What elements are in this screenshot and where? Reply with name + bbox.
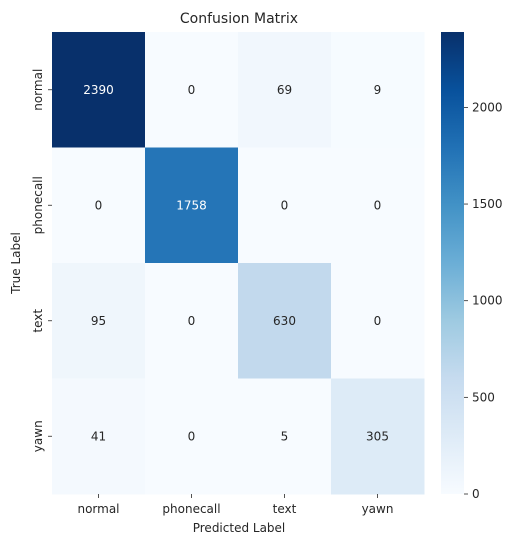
colorbar-ticks: 0 500 1000 1500 2000 <box>464 100 503 501</box>
cell-value-label: 305 <box>366 429 389 443</box>
heatmap-cell <box>331 147 425 264</box>
colorbar-tick-label: 1000 <box>472 294 503 308</box>
heatmap-cell <box>52 263 146 379</box>
cell-value-label: 2390 <box>83 83 114 97</box>
heatmap-cell <box>331 378 425 495</box>
colorbar-tick-label: 2000 <box>472 100 503 114</box>
heatmap-cells <box>52 32 425 495</box>
heatmap-cell <box>238 263 332 379</box>
x-axis-label: Predicted Label <box>193 521 286 535</box>
colorbar-tick-label: 0 <box>472 487 480 501</box>
heatmap-cell <box>238 32 332 148</box>
heatmap-cell-labels: 2390 0 69 9 0 1758 0 0 95 0 630 0 41 0 5 305 <box>83 83 389 444</box>
cell-value-label: 1758 <box>176 198 207 212</box>
colorbar-tick-label: 1500 <box>472 197 503 211</box>
heatmap-cell <box>145 147 239 264</box>
colorbar <box>441 32 464 494</box>
y-tick-label: normal <box>31 69 45 111</box>
x-tick-label: text <box>273 502 297 516</box>
heatmap-cell <box>238 378 332 495</box>
cell-value-label: 0 <box>188 314 196 328</box>
cell-value-label: 0 <box>188 429 196 443</box>
y-tick-label: yawn <box>31 420 45 452</box>
cell-value-label: 630 <box>273 314 296 328</box>
heatmap-cell <box>52 32 146 148</box>
cell-value-label: 69 <box>277 83 292 97</box>
cell-value-label: 0 <box>281 198 289 212</box>
heatmap-cell <box>52 147 146 264</box>
heatmap-cell <box>145 378 239 495</box>
x-axis-ticks: normal phonecall text yawn <box>77 494 393 516</box>
cell-value-label: 41 <box>91 429 106 443</box>
heatmap-cell <box>331 32 425 148</box>
y-tick-label: phonecall <box>31 176 45 234</box>
cell-value-label: 95 <box>91 314 106 328</box>
colorbar-tick-label: 500 <box>472 390 495 404</box>
heatmap-cell <box>52 378 146 495</box>
heatmap-cell <box>238 147 332 264</box>
cell-value-label: 9 <box>374 83 382 97</box>
y-tick-label: text <box>31 309 45 333</box>
y-axis-label: True Label <box>9 232 23 295</box>
cell-value-label: 0 <box>95 198 103 212</box>
cell-value-label: 0 <box>188 83 196 97</box>
chart-title: Confusion Matrix <box>180 11 298 27</box>
heatmap-cell <box>145 32 239 148</box>
cell-value-label: 0 <box>374 198 382 212</box>
cell-value-label: 0 <box>374 314 382 328</box>
x-tick-label: phonecall <box>162 502 220 516</box>
y-axis-ticks: normal phonecall text yawn <box>31 69 52 452</box>
heatmap-cell <box>145 263 239 379</box>
x-tick-label: yawn <box>362 502 394 516</box>
cell-value-label: 5 <box>281 429 289 443</box>
heatmap-cell <box>331 263 425 379</box>
x-tick-label: normal <box>77 502 119 516</box>
